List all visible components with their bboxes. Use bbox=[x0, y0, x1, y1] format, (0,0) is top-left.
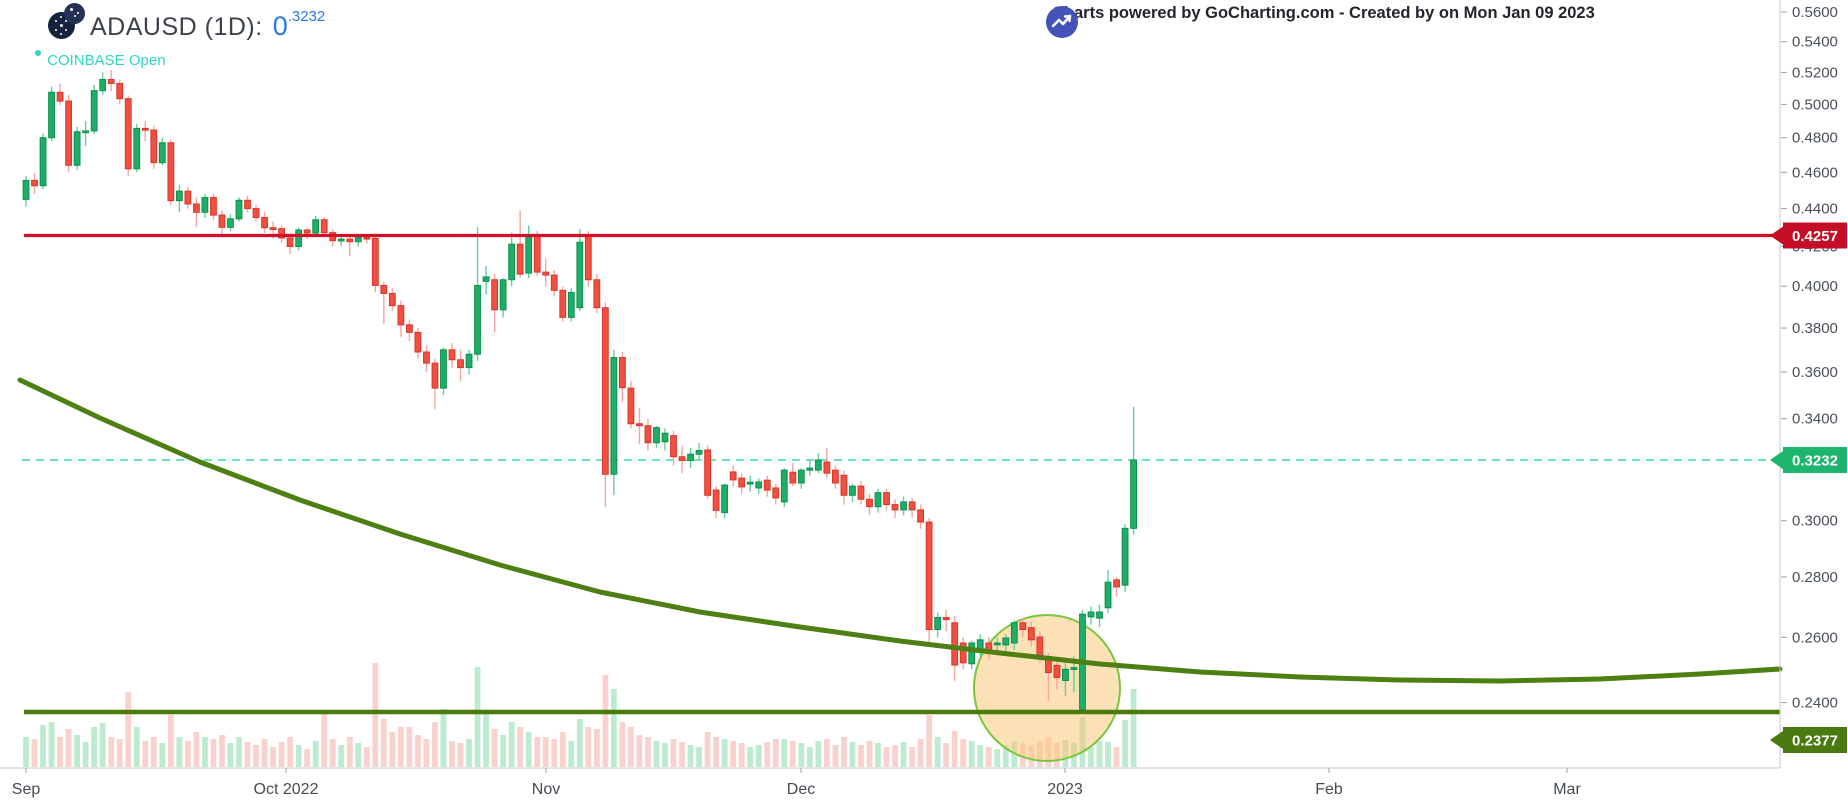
svg-text:0.2600: 0.2600 bbox=[1792, 629, 1838, 646]
highlight-circle bbox=[973, 614, 1121, 762]
volume-bars bbox=[23, 663, 1137, 767]
branding-credit: Charts powered by GoCharting.com - Creat… bbox=[1044, 4, 1595, 42]
status-dot-icon bbox=[35, 50, 41, 56]
svg-text:0.5000: 0.5000 bbox=[1792, 96, 1838, 113]
svg-text:Mar: Mar bbox=[1553, 781, 1581, 798]
svg-text:0.4257: 0.4257 bbox=[1792, 228, 1838, 245]
cardano-logo-icon bbox=[46, 2, 90, 46]
credit-text: Charts powered by GoCharting.com - Creat… bbox=[1052, 4, 1595, 22]
svg-text:0.3400: 0.3400 bbox=[1792, 411, 1838, 428]
svg-text:Sep: Sep bbox=[12, 781, 41, 798]
svg-text:0.5400: 0.5400 bbox=[1792, 34, 1838, 51]
price-tag: 0.2377 bbox=[1770, 727, 1847, 753]
svg-text:0.2800: 0.2800 bbox=[1792, 569, 1838, 586]
svg-text:0.3800: 0.3800 bbox=[1792, 320, 1838, 337]
svg-text:Feb: Feb bbox=[1315, 781, 1343, 798]
last-price-int: 0 bbox=[272, 11, 288, 41]
svg-text:0.2377: 0.2377 bbox=[1792, 733, 1838, 750]
svg-text:0.3000: 0.3000 bbox=[1792, 513, 1838, 530]
last-price-frac: .3232 bbox=[287, 8, 326, 25]
svg-text:Dec: Dec bbox=[787, 781, 815, 798]
svg-text:0.2400: 0.2400 bbox=[1792, 695, 1838, 712]
svg-text:0.3600: 0.3600 bbox=[1792, 364, 1838, 381]
symbol-title: ADAUSD (1D): bbox=[90, 13, 263, 41]
svg-text:0.4000: 0.4000 bbox=[1792, 278, 1838, 295]
svg-text:0.3232: 0.3232 bbox=[1792, 453, 1838, 470]
svg-text:2023: 2023 bbox=[1047, 781, 1083, 798]
price-tag: 0.3232 bbox=[1770, 447, 1847, 473]
price-axis[interactable]: 0.5600 0.5400 0.5200 0.5000 0.4800 0.4600 0.44… bbox=[1779, 0, 1838, 768]
trend-up-icon[interactable] bbox=[1044, 4, 1080, 40]
svg-text:0.4400: 0.4400 bbox=[1792, 201, 1838, 218]
time-axis[interactable]: Sep Oct 2022 Nov Dec 2023 Feb Mar bbox=[0, 767, 1780, 798]
svg-text:0.5600: 0.5600 bbox=[1792, 4, 1838, 21]
svg-text:Oct 2022: Oct 2022 bbox=[254, 781, 319, 798]
ema-curve bbox=[17, 377, 1783, 684]
svg-text:Nov: Nov bbox=[532, 781, 560, 798]
svg-text:0.5200: 0.5200 bbox=[1792, 64, 1838, 81]
logo-circle bbox=[64, 3, 85, 24]
svg-text:0.4600: 0.4600 bbox=[1792, 164, 1838, 181]
exchange-status-label: COINBASE Open bbox=[47, 52, 166, 69]
price-tag: 0.4257 bbox=[1770, 222, 1847, 249]
candles bbox=[22, 70, 1137, 713]
exchange-status: COINBASE Open bbox=[35, 50, 166, 69]
svg-text:0.4800: 0.4800 bbox=[1792, 130, 1838, 147]
